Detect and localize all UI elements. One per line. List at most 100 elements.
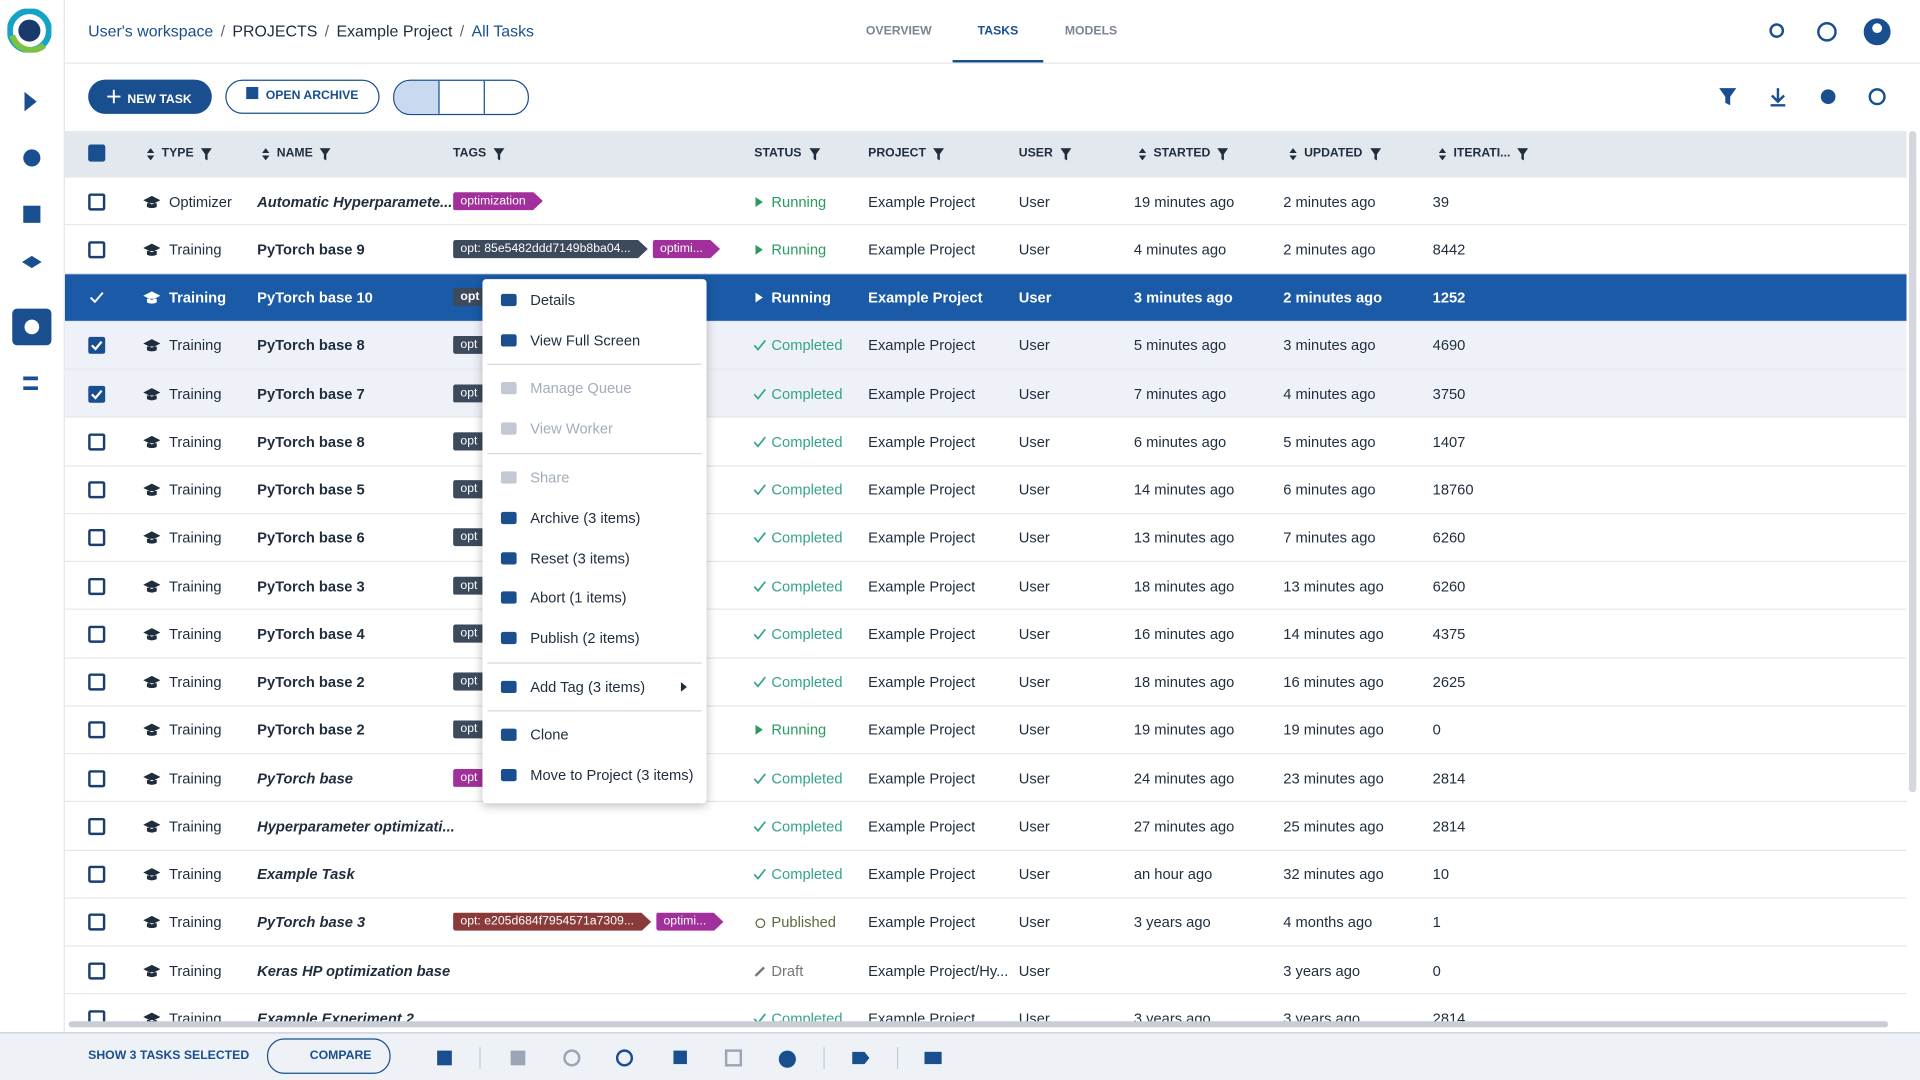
checkbox[interactable] [88, 865, 106, 884]
column-header[interactable]: NAME [276, 146, 313, 161]
checkbox[interactable] [88, 769, 106, 787]
column-header[interactable]: STARTED [1153, 146, 1211, 161]
checkbox[interactable] [88, 193, 106, 211]
breadcrumb-item[interactable]: PROJECTS [232, 22, 318, 41]
task-name[interactable]: Hyperparameter optimizati... [257, 817, 455, 835]
breadcrumb-item[interactable]: Example Project [336, 22, 453, 41]
menu-item[interactable]: Publish (2 items) [482, 619, 706, 656]
filter-icon[interactable] [1217, 148, 1229, 161]
menu-item[interactable]: View Full Screen [482, 322, 706, 359]
h-scrollbar[interactable] [68, 1021, 1889, 1028]
table-row[interactable]: Training PyTorch base 2 opt Running Example … [64, 706, 1907, 755]
table-row[interactable]: Training PyTorch base 8 opt Completed Exampl… [64, 321, 1907, 370]
checkbox[interactable] [88, 1010, 106, 1023]
checkbox[interactable] [88, 817, 106, 835]
table-row[interactable]: Training PyTorch base 4 opt Completed Exampl… [64, 610, 1907, 659]
filter-icon[interactable] [1369, 148, 1381, 161]
checkbox[interactable] [88, 481, 106, 499]
task-name[interactable]: PyTorch base 2 [257, 721, 365, 739]
checkbox[interactable] [88, 577, 106, 595]
filter-icon[interactable] [493, 148, 505, 161]
table-row[interactable]: Training PyTorch base 5 opt Completed Exampl… [64, 465, 1907, 514]
task-name[interactable]: PyTorch base 2 [257, 673, 365, 691]
filter-icon[interactable] [933, 148, 945, 161]
column-header[interactable]: PROJECT [868, 146, 927, 161]
table-row[interactable]: Training PyTorch base 2 opt Completed Exampl… [64, 658, 1907, 707]
checkbox-checked[interactable] [88, 385, 106, 403]
column-header[interactable]: USER [1018, 146, 1053, 161]
task-name[interactable]: PyTorch base 3 [257, 913, 366, 932]
filter-icon[interactable] [1060, 148, 1072, 161]
filter-icon[interactable] [808, 148, 820, 161]
tab[interactable]: MODELS [1064, 24, 1118, 38]
column-header[interactable]: TAGS [453, 146, 487, 161]
task-name[interactable]: PyTorch base 7 [257, 385, 365, 403]
checkbox[interactable] [88, 961, 106, 980]
task-name[interactable]: PyTorch base 8 [257, 433, 365, 451]
breadcrumb-item[interactable]: All Tasks [471, 22, 535, 41]
task-name[interactable]: PyTorch base 10 [257, 289, 373, 307]
checkbox[interactable] [88, 913, 106, 932]
menu-item[interactable]: Add Tag (3 items) [482, 668, 706, 705]
menu-item[interactable]: Reset (3 items) [482, 539, 706, 576]
table-row[interactable]: Training PyTorch base 9 opt: 85e5482ddd714… [64, 225, 1907, 274]
menu-item[interactable]: Archive (3 items) [482, 499, 706, 536]
task-name[interactable]: PyTorch base 8 [257, 337, 365, 355]
checkbox[interactable] [88, 433, 106, 451]
tag[interactable]: opt: 85e5482ddd7149b8ba04... [453, 240, 648, 258]
tag[interactable]: optimi... [656, 913, 723, 931]
task-name[interactable]: Example Task [257, 865, 355, 884]
nav-icons[interactable] [20, 89, 44, 398]
breadcrumb-item[interactable]: User's workspace [88, 22, 214, 41]
task-name[interactable]: PyTorch base 3 [257, 577, 365, 595]
checkbox[interactable] [88, 721, 106, 739]
checkbox[interactable] [88, 673, 106, 691]
header-icons[interactable] [1766, 17, 1896, 46]
open-archive-button[interactable]: OPEN ARCHIVE [225, 79, 380, 114]
table-row[interactable]: Training Keras HP optimization base Draft E… [64, 946, 1907, 995]
task-name[interactable]: Automatic Hyperparamete... [257, 193, 453, 211]
sort-icon[interactable] [1289, 148, 1297, 161]
view-toggle[interactable] [393, 79, 529, 116]
sort-icon[interactable] [146, 148, 155, 161]
menu-item[interactable]: Move to Project (3 items) [482, 757, 706, 794]
checkbox[interactable] [88, 241, 106, 259]
table-row[interactable]: Training Example Task Completed Example Pro… [64, 850, 1907, 899]
table-row[interactable]: Training PyTorch base 7 opt Completed Exampl… [64, 369, 1907, 418]
table-row[interactable]: Training Example Experiment 2 Completed Exa… [64, 994, 1907, 1023]
tag[interactable]: optimi... [653, 240, 720, 258]
filter-icon[interactable] [320, 148, 332, 161]
filter-icon[interactable] [1517, 148, 1529, 161]
table-row[interactable]: Training PyTorch base 8 opt Completed Exampl… [64, 417, 1907, 466]
new-task-button[interactable]: ＋ NEW TASK [88, 79, 212, 114]
tag[interactable]: opt: e205d684f7954571a7309... [453, 913, 651, 931]
task-name[interactable]: PyTorch base [257, 769, 353, 787]
show-selected[interactable]: SHOW 3 TASKS SELECTED [88, 1049, 250, 1063]
menu-item[interactable]: Abort (1 items) [482, 579, 706, 616]
select-all-checkbox[interactable] [88, 144, 106, 162]
table-row[interactable]: Training PyTorch base 3 opt: e205d684f7954… [64, 898, 1907, 947]
v-scrollbar[interactable] [1908, 131, 1917, 793]
task-name[interactable]: Example Experiment 2 [257, 1010, 414, 1023]
column-header[interactable]: UPDATED [1304, 146, 1363, 161]
footer-actions[interactable] [435, 1046, 949, 1069]
task-name[interactable]: PyTorch base 9 [257, 241, 365, 259]
task-name[interactable]: PyTorch base 5 [257, 481, 365, 499]
checkbox-checked[interactable] [88, 337, 106, 355]
sort-icon[interactable] [262, 148, 270, 161]
menu-item[interactable]: Details [482, 282, 706, 319]
menu-item[interactable]: Clone [482, 717, 706, 754]
column-header[interactable]: ITERATI... [1453, 146, 1511, 161]
checkbox[interactable] [88, 529, 106, 547]
table-row[interactable]: Training PyTorch base 3 opt Completed Exampl… [64, 562, 1907, 611]
filter-icon[interactable] [200, 148, 212, 161]
sort-icon[interactable] [1138, 148, 1147, 161]
column-header[interactable]: TYPE [161, 146, 194, 161]
tag[interactable]: optimization [453, 192, 543, 210]
tab[interactable]: OVERVIEW [865, 24, 932, 38]
compare-button[interactable]: COMPARE [266, 1038, 391, 1074]
tab[interactable]: TASKS [977, 24, 1019, 38]
task-name[interactable]: PyTorch base 4 [257, 625, 365, 643]
toolbar-icons[interactable] [1717, 86, 1891, 110]
table-row[interactable]: Training Hyperparameter optimizati... Comp… [64, 802, 1907, 851]
